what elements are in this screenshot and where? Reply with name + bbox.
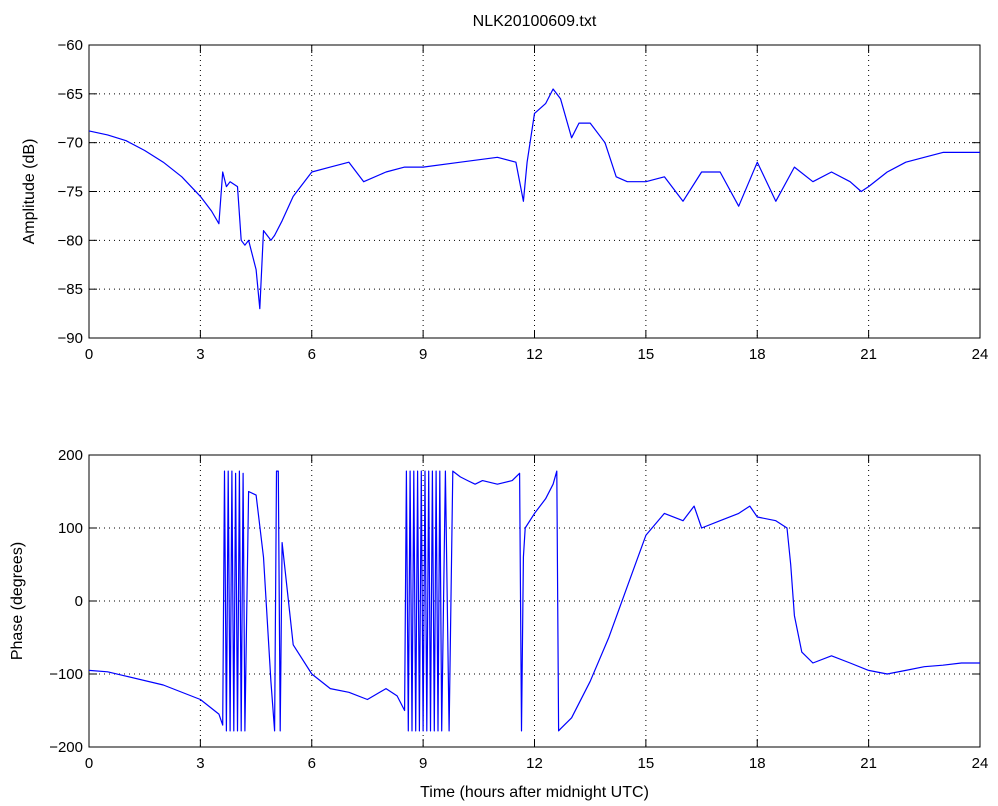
phase-y-tick-label: −200 bbox=[49, 739, 83, 756]
phase-x-tick-label: 6 bbox=[308, 755, 316, 772]
phase-x-tick-label: 24 bbox=[972, 755, 989, 772]
amplitude-y-tick-label: −75 bbox=[58, 184, 83, 201]
amplitude-x-tick-label: 9 bbox=[419, 346, 427, 363]
phase-grid bbox=[89, 455, 980, 747]
amplitude-series-line bbox=[88, 88, 980, 310]
amplitude-panel: 0 3 6 9 12 15 18 21 24 −90 −85 −80 −75 −70 −65 −60 Ampl… bbox=[21, 37, 988, 363]
amplitude-chart-title: NLK20100609.txt bbox=[473, 13, 597, 30]
phase-x-tick-label: 12 bbox=[526, 755, 543, 772]
amplitude-x-tick-label: 6 bbox=[308, 346, 316, 363]
phase-ticks: 0 3 6 9 12 15 18 21 24 −200 −100 0 100 200 bbox=[49, 447, 988, 772]
amplitude-ticks: 0 3 6 9 12 15 18 21 24 −90 −85 −80 −75 −70 −65 −60 bbox=[58, 37, 989, 363]
amplitude-x-tick-label: 18 bbox=[749, 346, 766, 363]
amplitude-x-tick-label: 12 bbox=[526, 346, 543, 363]
amplitude-y-tick-label: −60 bbox=[58, 37, 83, 54]
phase-x-axis-label: Time (hours after midnight UTC) bbox=[420, 784, 649, 801]
amplitude-x-tick-label: 21 bbox=[860, 346, 877, 363]
phase-x-tick-label: 0 bbox=[85, 755, 93, 772]
phase-y-tick-label: 100 bbox=[58, 520, 83, 537]
phase-series bbox=[88, 470, 980, 732]
amplitude-y-tick-label: −90 bbox=[58, 330, 83, 347]
phase-y-axis-label: Phase (degrees) bbox=[9, 542, 26, 660]
amplitude-y-tick-label: −65 bbox=[58, 86, 83, 103]
amplitude-x-tick-label: 15 bbox=[638, 346, 655, 363]
phase-series-line bbox=[88, 470, 980, 732]
phase-x-tick-label: 18 bbox=[749, 755, 766, 772]
amplitude-grid bbox=[89, 45, 980, 338]
phase-x-tick-label: 9 bbox=[419, 755, 427, 772]
amplitude-y-tick-label: −70 bbox=[58, 135, 83, 152]
amplitude-y-axis-label: Amplitude (dB) bbox=[21, 139, 38, 245]
phase-y-tick-label: −100 bbox=[49, 666, 83, 683]
phase-panel: 0 3 6 9 12 15 18 21 24 −200 −100 0 100 200 Phase (deg… bbox=[9, 447, 988, 801]
phase-x-tick-label: 21 bbox=[860, 755, 877, 772]
phase-x-tick-label: 3 bbox=[196, 755, 204, 772]
phase-y-tick-label: 0 bbox=[75, 593, 83, 610]
amplitude-x-tick-label: 3 bbox=[196, 346, 204, 363]
amplitude-y-tick-label: −80 bbox=[58, 232, 83, 249]
amplitude-x-tick-label: 0 bbox=[85, 346, 93, 363]
amplitude-y-tick-label: −85 bbox=[58, 281, 83, 298]
amplitude-series bbox=[88, 88, 980, 310]
phase-y-tick-label: 200 bbox=[58, 447, 83, 464]
phase-x-tick-label: 15 bbox=[638, 755, 655, 772]
amplitude-x-tick-label: 24 bbox=[972, 346, 989, 363]
